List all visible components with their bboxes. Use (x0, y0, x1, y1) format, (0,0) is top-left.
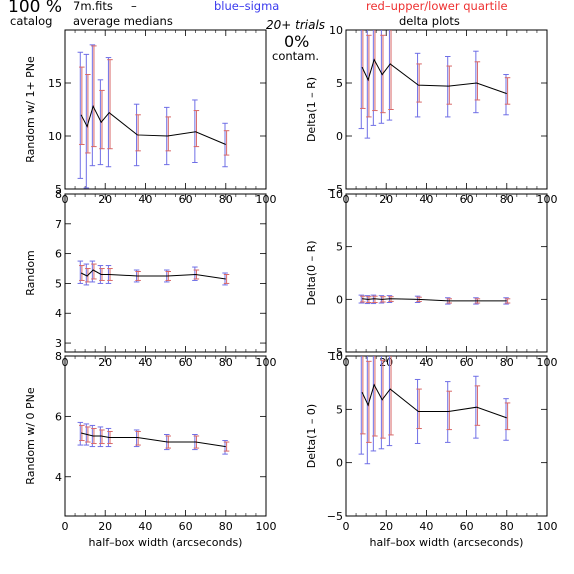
y-tick-label: 8 (55, 188, 62, 201)
plot-area (77, 421, 230, 455)
x-tick-label: 20 (379, 520, 393, 533)
x-tick-label: 80 (500, 356, 514, 369)
y-tick-label: 4 (55, 471, 62, 484)
catalog-percent: 100 % (8, 0, 63, 17)
catalog-label: catalog (10, 14, 53, 28)
median-line (80, 269, 226, 280)
y-tick-label: −5 (327, 183, 343, 196)
y-tick-label: 4 (55, 307, 62, 320)
y-tick-label: 5 (55, 183, 62, 196)
x-tick-label: 40 (419, 520, 433, 533)
y-axis-label: Delta(1 – 0) (305, 404, 318, 468)
file-dash: – (131, 0, 137, 13)
x-axis-label: half–box width (arcseconds) (89, 536, 243, 549)
y-tick-label: 10 (329, 24, 343, 37)
x-tick-label: 40 (419, 356, 433, 369)
y-tick-label: 0 (336, 130, 343, 143)
y-tick-label: 10 (329, 188, 343, 201)
y-tick-label: 10 (48, 130, 62, 143)
axes-frame (345, 29, 548, 190)
y-tick-label: 5 (336, 403, 343, 416)
trials-label: 20+ trials (266, 18, 326, 32)
y-tick-label: 6 (55, 248, 62, 261)
plot-area (358, 294, 511, 305)
averages-label: average medians (73, 14, 173, 28)
y-tick-label: −5 (327, 510, 343, 523)
x-tick-label: 0 (62, 520, 69, 533)
x-tick-label: 80 (219, 520, 233, 533)
y-tick-label: 7 (55, 218, 62, 231)
x-tick-label: 40 (138, 356, 152, 369)
x-axis-label: half–box width (arcseconds) (370, 536, 524, 549)
x-tick-label: 100 (537, 520, 558, 533)
contam-label: contam. (272, 49, 320, 63)
x-tick-label: 60 (460, 356, 474, 369)
axes-frame (345, 193, 548, 353)
x-tick-label: 60 (460, 520, 474, 533)
y-axis-label: Random w/ 1+ PNe (24, 56, 37, 163)
sigma-legend: blue–sigma (214, 0, 280, 13)
y-axis-label: Delta(0 – R) (305, 240, 318, 305)
plot-area (358, 30, 511, 139)
y-axis-label: Delta(1 – R) (305, 77, 318, 142)
y-axis-label: Random (24, 250, 37, 296)
y-axis-label: Random w/ 0 PNe (24, 387, 37, 485)
x-tick-label: 60 (179, 520, 193, 533)
y-tick-label: 5 (336, 241, 343, 254)
delta-plots-title: delta plots (399, 14, 460, 28)
y-tick-label: 10 (329, 350, 343, 363)
x-tick-label: 100 (256, 520, 277, 533)
plot-area (358, 356, 511, 465)
y-tick-label: 15 (48, 77, 62, 90)
x-tick-label: 60 (179, 356, 193, 369)
median-line (361, 383, 507, 419)
plot-area (77, 260, 230, 286)
y-tick-label: 3 (55, 337, 62, 350)
y-tick-label: 0 (336, 293, 343, 306)
median-line (361, 58, 507, 95)
y-tick-label: 0 (336, 457, 343, 470)
x-tick-label: 80 (219, 356, 233, 369)
file-name: 7m.fits (73, 0, 113, 13)
median-line (362, 298, 507, 302)
x-tick-label: 20 (98, 520, 112, 533)
y-tick-label: 5 (55, 277, 62, 290)
median-line (80, 104, 226, 145)
x-tick-label: 20 (98, 356, 112, 369)
y-tick-label: 5 (336, 77, 343, 90)
x-tick-label: 0 (343, 520, 350, 533)
quartile-legend: red–upper/lower quartile (366, 0, 508, 13)
axes-frame (64, 193, 267, 353)
y-tick-label: 6 (55, 410, 62, 423)
contam-percent: 0% (284, 32, 310, 51)
y-tick-label: −5 (327, 346, 343, 359)
x-tick-label: 80 (500, 520, 514, 533)
x-tick-label: 40 (138, 520, 152, 533)
y-tick-label: 8 (55, 350, 62, 363)
median-line (80, 432, 226, 448)
panel-random-0: 0 20 40 60 80 100 4 6 8 Random w/ 0 PNe half–box w… (24, 350, 277, 549)
plot-area (77, 44, 230, 189)
